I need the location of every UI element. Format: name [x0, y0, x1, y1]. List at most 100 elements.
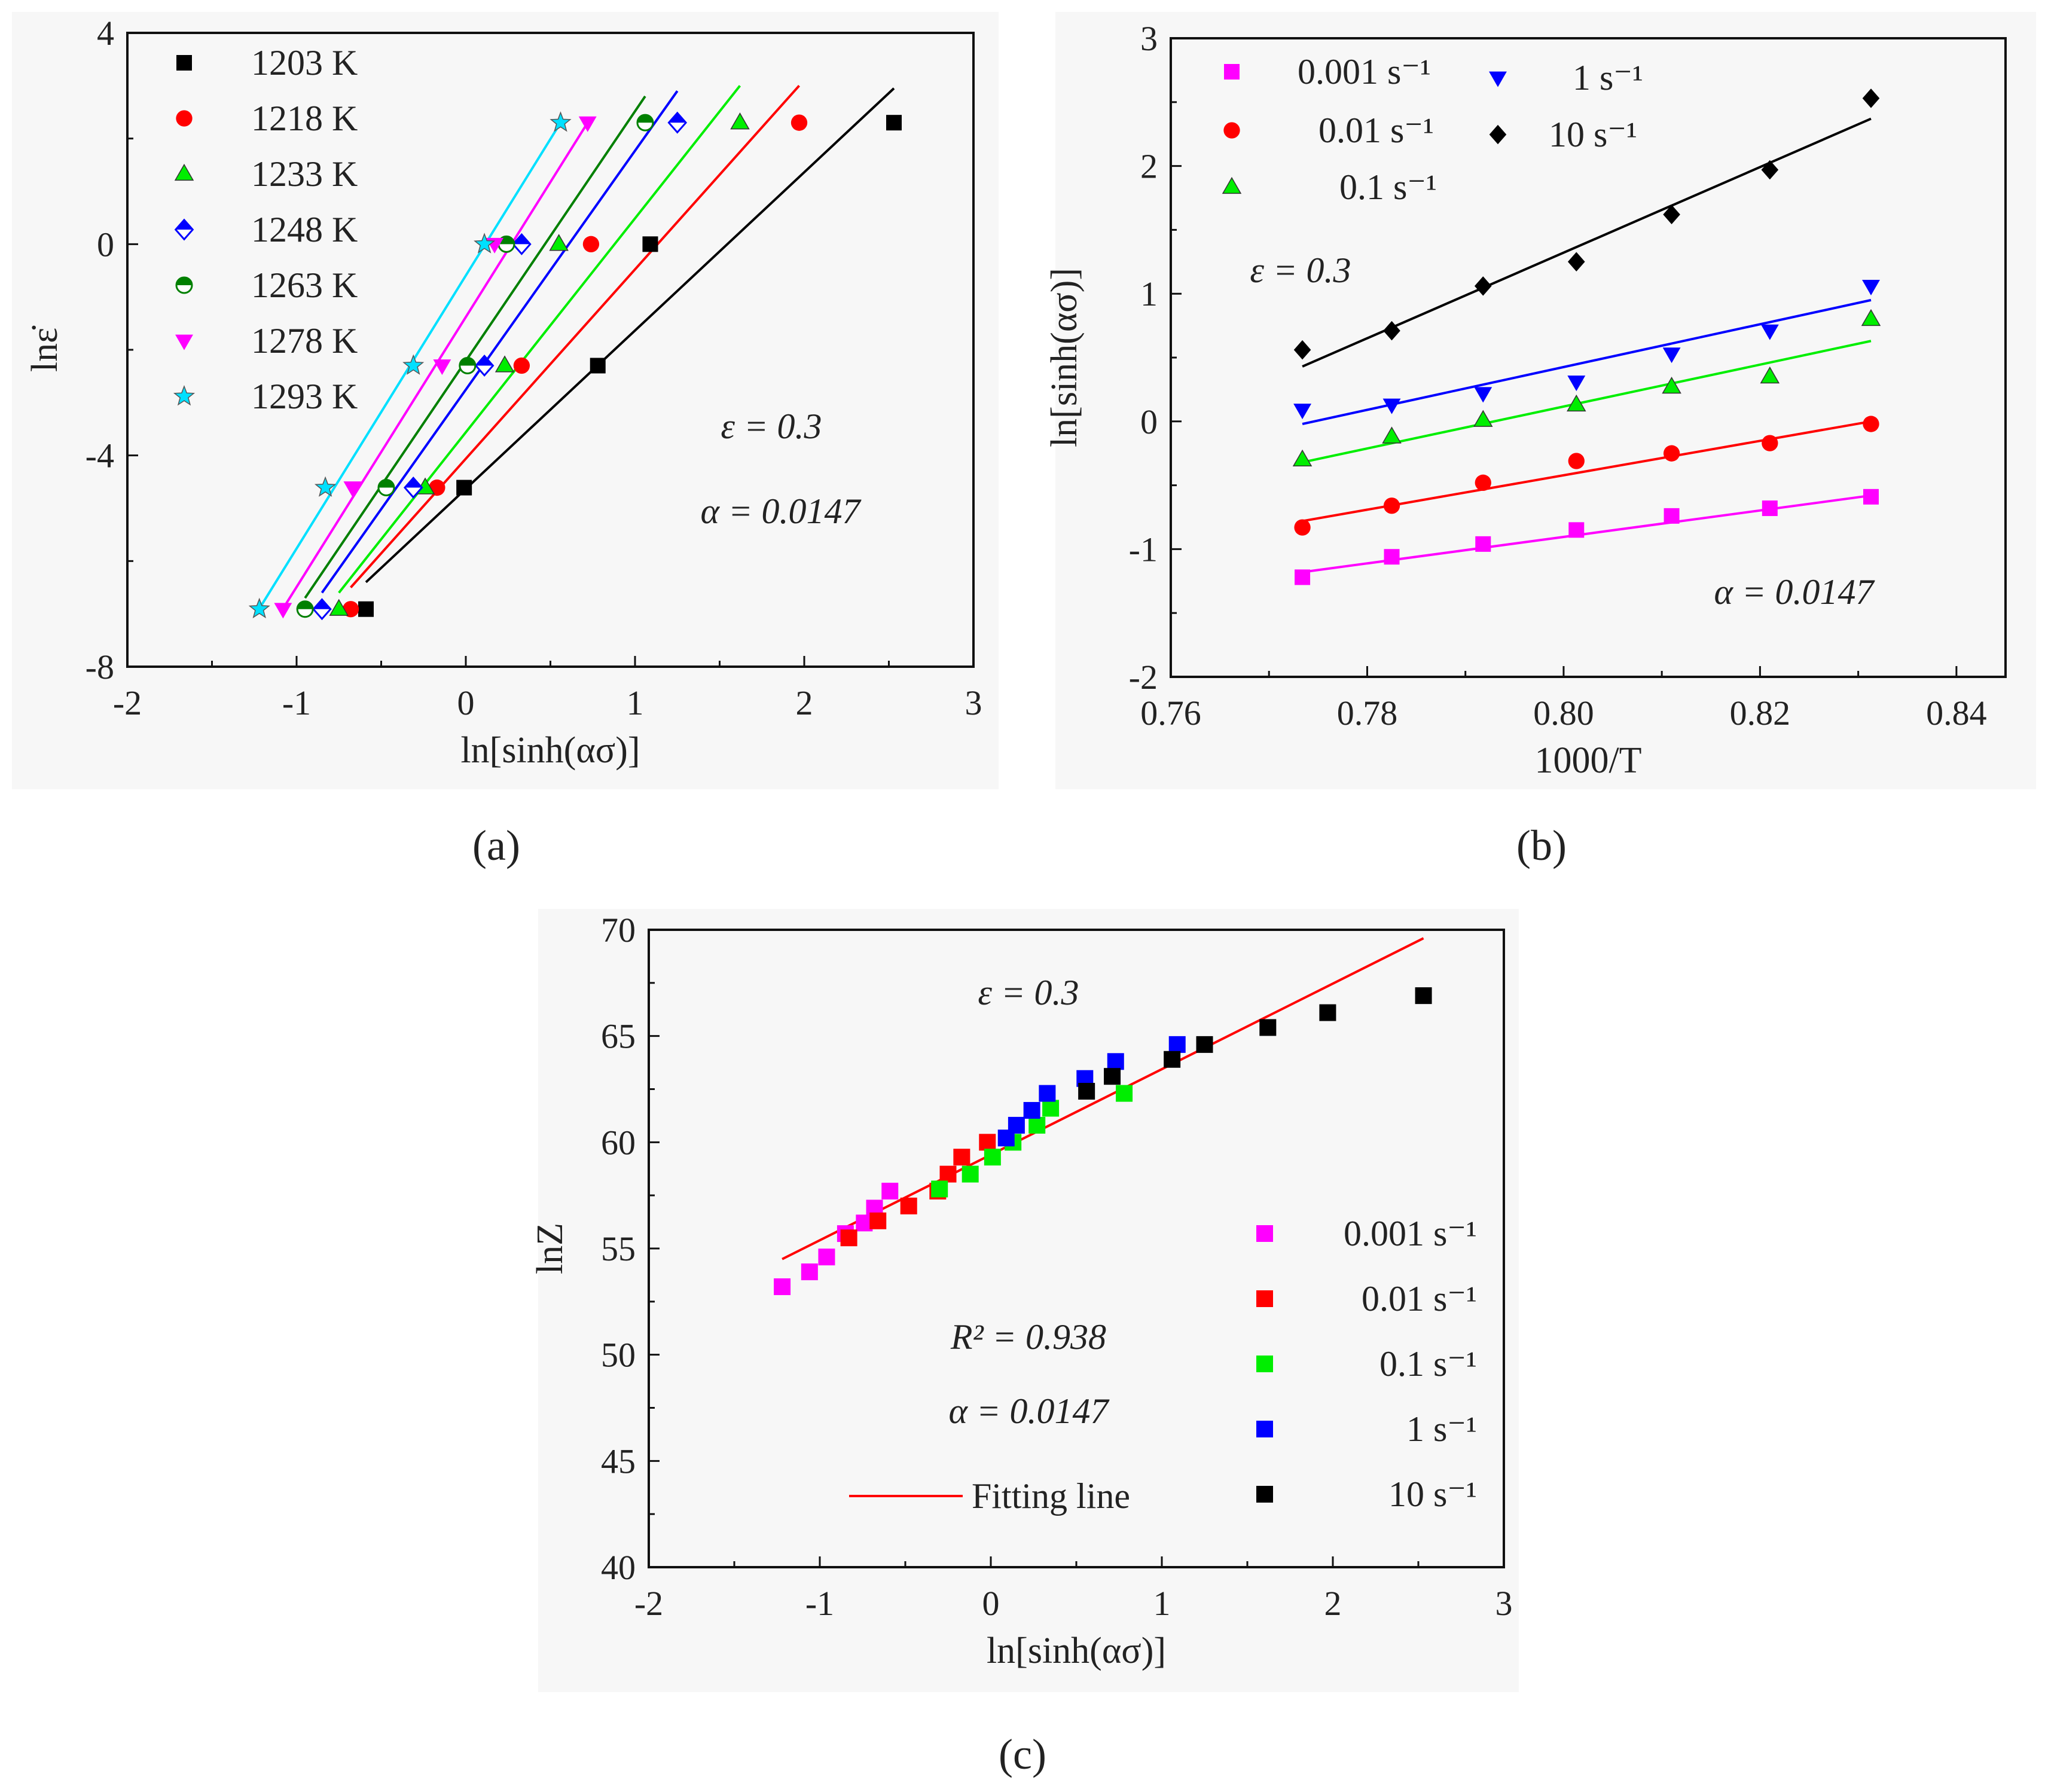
data-point [1259, 1019, 1277, 1036]
data-point [590, 358, 606, 374]
data-point [1028, 1116, 1046, 1134]
data-point [1474, 387, 1492, 403]
data-point [886, 115, 902, 131]
data-point [900, 1197, 917, 1214]
y-tick-label: 0 [1140, 402, 1158, 441]
data-point [1382, 398, 1401, 414]
fit-line [304, 95, 646, 599]
x-tick-label: 1 [627, 683, 644, 722]
data-point [1662, 377, 1681, 394]
legend-label: 1 s⁻¹ [1406, 1409, 1477, 1449]
data-point [730, 112, 750, 130]
data-point [495, 355, 515, 373]
y-tick-label: 3 [1140, 19, 1158, 58]
legend-label: 1203 K [251, 43, 358, 83]
fit-line [321, 90, 679, 594]
legend-label: 0.1 s⁻¹ [1379, 1344, 1477, 1384]
legend-label: 1278 K [251, 321, 358, 361]
data-point [1664, 508, 1680, 524]
y-tick-label: 2 [1140, 147, 1158, 186]
legend-marker [176, 55, 192, 71]
x-tick-label: 0.78 [1337, 694, 1398, 732]
legend-label: 1263 K [251, 265, 358, 305]
data-point [1292, 449, 1313, 467]
data-point-fill [378, 480, 394, 488]
x-tick-label: -1 [282, 683, 311, 722]
x-tick-label: -1 [805, 1584, 834, 1623]
data-point [550, 111, 572, 132]
legend-marker [1224, 64, 1240, 80]
panel-caption: (c) [999, 1730, 1046, 1778]
data-point [1568, 522, 1585, 538]
y-tick-label: -8 [86, 648, 114, 686]
legend-marker [1256, 1356, 1273, 1372]
data-point [881, 1183, 899, 1200]
y-tick-label: 0 [97, 225, 114, 264]
fit-line [365, 87, 895, 584]
data-point [1760, 324, 1779, 340]
data-point [358, 601, 374, 617]
data-point [1039, 1085, 1056, 1102]
data-point [582, 236, 600, 252]
x-tick-label: 0.76 [1140, 694, 1201, 732]
x-tick-label: 0.80 [1533, 694, 1594, 732]
data-point [1383, 497, 1400, 514]
data-point [474, 233, 496, 254]
data-point [642, 236, 658, 252]
data-point [1104, 1068, 1121, 1085]
legend-marker [1489, 124, 1507, 145]
data-point [840, 1229, 857, 1247]
legend-marker [1256, 1486, 1273, 1503]
y-tick-label: 4 [97, 14, 114, 53]
x-tick-label: 3 [1495, 1584, 1513, 1623]
data-point [1008, 1116, 1025, 1134]
data-point [403, 477, 423, 499]
data-point [1760, 366, 1780, 384]
data-point [456, 480, 472, 496]
data-point [1474, 276, 1492, 296]
legend-marker-fill [175, 219, 193, 230]
data-point [1107, 1053, 1124, 1070]
data-point [790, 114, 808, 131]
data-point [1168, 1036, 1186, 1053]
data-point [1863, 489, 1879, 505]
data-point [1078, 1083, 1095, 1100]
legend-marker [175, 334, 193, 350]
legend-marker-fill [176, 277, 192, 285]
legend-label: 1218 K [251, 99, 358, 138]
data-point [1384, 549, 1400, 565]
data-point [1042, 1100, 1060, 1117]
x-tick-label: 2 [1324, 1584, 1342, 1623]
x-axis-label: ln[sinh(ασ)] [460, 730, 640, 771]
panel-caption: (b) [1516, 822, 1567, 869]
y-tick-label: -4 [86, 436, 114, 475]
legend-marker [1222, 176, 1242, 194]
data-point [549, 234, 569, 251]
y-tick-label: 55 [601, 1229, 636, 1268]
data-point [667, 111, 688, 134]
data-point-fill [459, 358, 475, 366]
data-point [818, 1248, 835, 1266]
data-point [377, 479, 395, 497]
x-tick-label: -2 [113, 683, 142, 722]
legend-marker [1256, 1225, 1273, 1242]
fit-line [782, 937, 1424, 1260]
legend-label: 0.01 s⁻¹ [1362, 1279, 1477, 1318]
y-tick-label: 50 [601, 1336, 636, 1375]
data-point [474, 354, 495, 377]
data-point [296, 600, 314, 618]
x-tick-label: 1 [1153, 1584, 1171, 1623]
data-point [1415, 987, 1432, 1005]
data-point-fill [637, 115, 653, 123]
data-point [1861, 309, 1881, 326]
x-tick-label: 0 [982, 1584, 1000, 1623]
data-point [1473, 410, 1493, 427]
fit-line [282, 122, 589, 609]
panel-background [1055, 12, 2036, 789]
annotation: R² = 0.938 [950, 1317, 1106, 1357]
fit-line [338, 85, 741, 594]
data-point [1294, 519, 1311, 536]
data-point-fill [297, 601, 313, 609]
legend-label: 0.001 s⁻¹ [1298, 52, 1431, 91]
legend-marker [176, 110, 193, 127]
